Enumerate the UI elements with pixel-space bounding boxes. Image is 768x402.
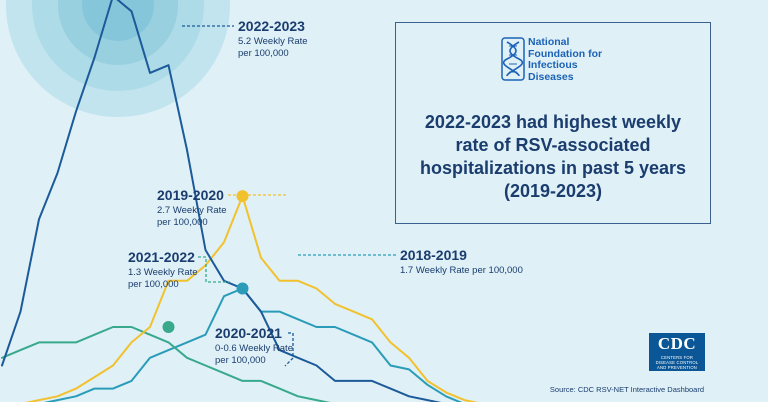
- callout-title: 2021-2022: [128, 249, 195, 265]
- logo-line: National: [528, 36, 570, 48]
- callout-subtitle: 2.7 Weekly Rate: [157, 205, 227, 216]
- headline-line: (2019-2023): [503, 181, 603, 201]
- callout-subtitle: 1.7 Weekly Rate per 100,000: [400, 265, 523, 276]
- callout-subtitle: per 100,000: [157, 217, 208, 228]
- callout-subtitle: per 100,000: [238, 48, 289, 59]
- callout-leader: [198, 256, 230, 283]
- callout-title: 2018-2019: [400, 247, 467, 263]
- callout-title: 2020-2021: [215, 325, 282, 341]
- halo-core: [82, 0, 154, 41]
- cdc-logo-name: Centers for Disease Control and Preventi…: [655, 355, 699, 370]
- logo-line: Diseases: [528, 70, 574, 83]
- headline: 2022-2023 had highest weekly rate of RSV…: [396, 111, 710, 203]
- callout-leader: [284, 332, 294, 367]
- callout-title: 2019-2020: [157, 187, 224, 203]
- series-line-2022-2023: [1, 0, 442, 402]
- headline-line: 2022-2023 had highest weekly: [424, 112, 682, 132]
- cdc-logo-mark: CDC: [657, 334, 697, 353]
- callout-subtitle: per 100,000: [128, 279, 179, 290]
- peak-highlight-halo: [6, 0, 230, 117]
- callout-subtitle: per 100,000: [215, 355, 266, 366]
- peak-markers: [162, 190, 249, 333]
- peak-marker-2019-2020: [236, 190, 249, 203]
- callout-subtitle: 5.2 Weekly Rate: [238, 36, 308, 47]
- logo-line: Foundation for: [528, 47, 603, 60]
- nfid-logo: National Foundation for Infectious Disea…: [501, 36, 608, 83]
- series-line-2021-2022: [1, 326, 331, 402]
- peak-marker-2018-2019: [236, 282, 249, 295]
- peak-marker-2021-2022: [162, 321, 175, 333]
- source-note: Source: CDC RSV-NET Interactive Dashboar…: [549, 385, 704, 394]
- nfid-logo-text: National Foundation for Infectious Disea…: [528, 36, 608, 83]
- headline-line: rate of RSV-associated: [455, 135, 651, 155]
- cdc-logo: CDC Centers for Disease Control and Prev…: [649, 333, 705, 371]
- callout-subtitle: 0-0.6 Weekly Rate: [215, 343, 293, 354]
- headline-line: hospitalizations in past 5 years: [419, 158, 687, 178]
- dna-helix-icon: [501, 37, 525, 81]
- title-panel: National Foundation for Infectious Disea…: [395, 22, 711, 224]
- logo-line: Infectious: [528, 59, 578, 71]
- callout-title: 2022-2023: [238, 18, 305, 34]
- callout-2018-2019: 2018-2019 1.7 Weekly Rate per 100,000: [298, 247, 523, 276]
- callout-subtitle: 1.3 Weekly Rate: [128, 267, 198, 278]
